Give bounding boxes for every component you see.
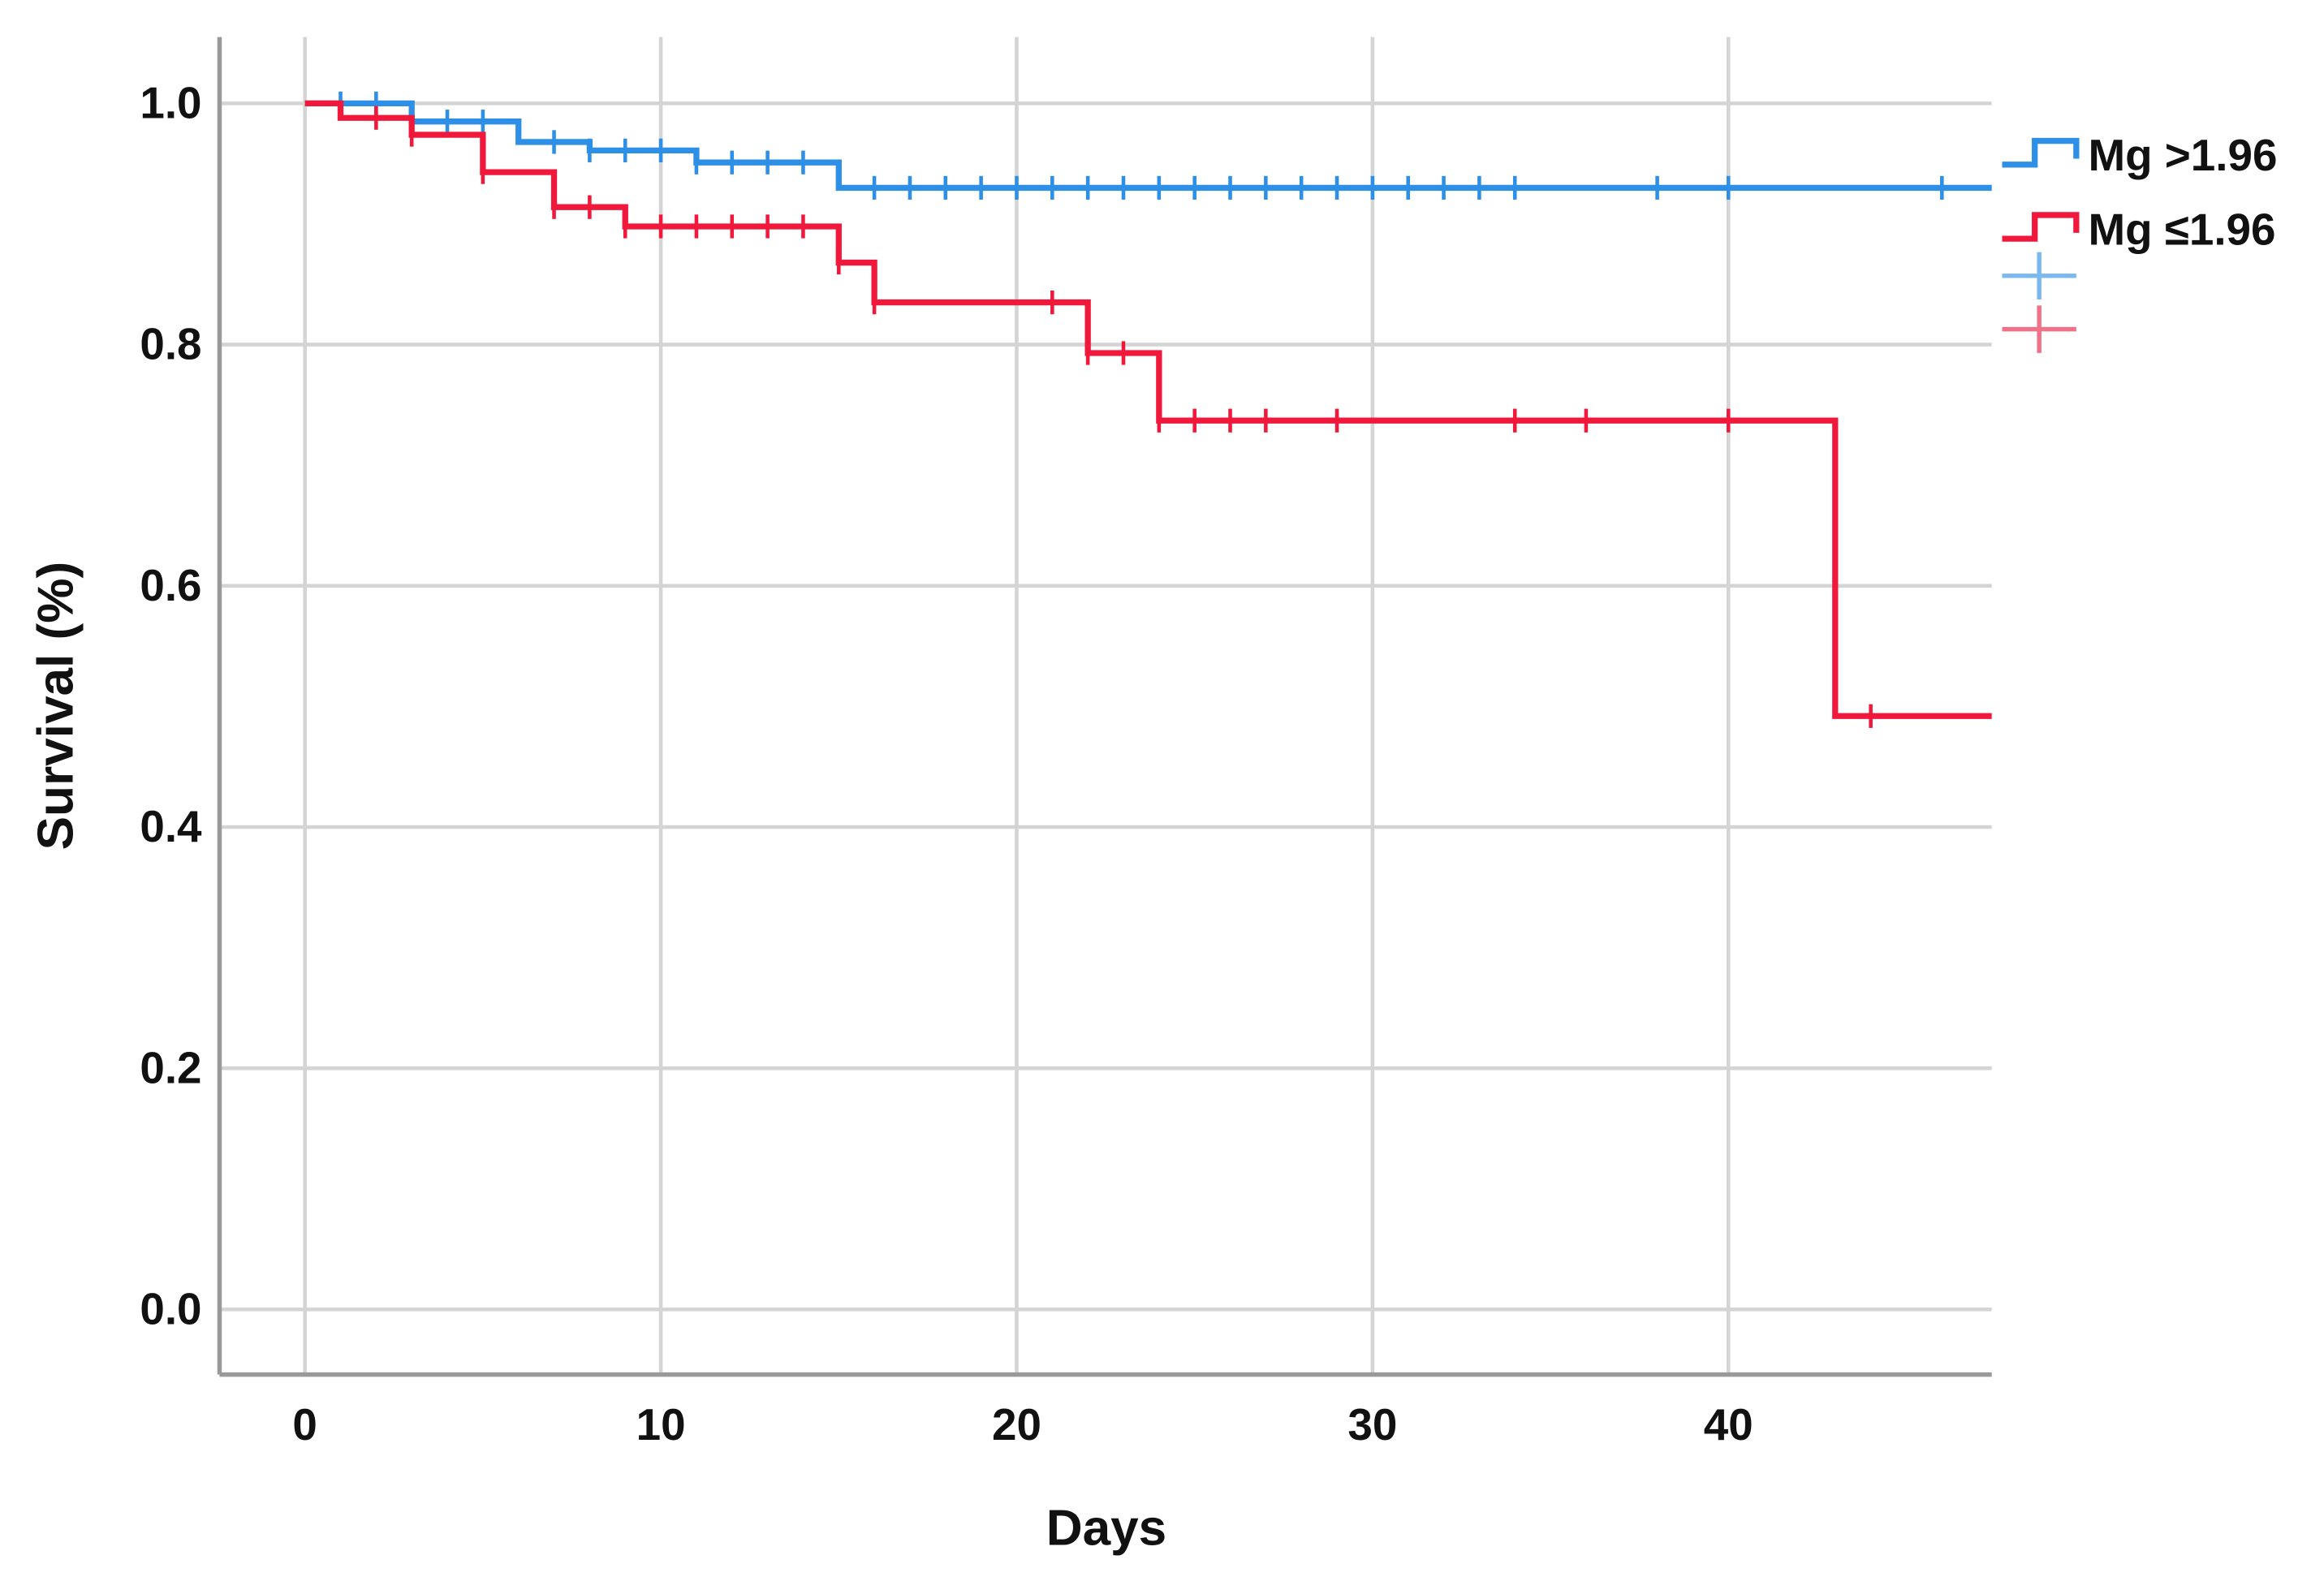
x-tick-label: 30 (1347, 1399, 1397, 1450)
y-tick-label: 0.0 (140, 1283, 201, 1333)
y-tick-label: 0.4 (140, 801, 202, 851)
grid (219, 37, 1992, 1375)
y-tick-label: 0.2 (140, 1042, 201, 1092)
legend-label: Mg >1.96 (2088, 130, 2277, 180)
x-tick-label: 10 (636, 1399, 686, 1450)
x-tick-label: 20 (992, 1399, 1041, 1450)
legend-swatch (2002, 137, 2080, 168)
x-axis-label: Days (1046, 1501, 1166, 1557)
survival-line (304, 100, 1992, 719)
x-tick-label: 40 (1704, 1399, 1753, 1450)
x-tick-label: 0 (292, 1399, 317, 1450)
legend-swatch (2002, 212, 2080, 242)
y-tick-label: 0.8 (140, 319, 201, 369)
legend-label: Mg ≤1.96 (2088, 204, 2275, 254)
y-axis-label: Survival (%) (28, 562, 84, 851)
y-tick-label: 1.0 (140, 78, 201, 128)
y-tick-label: 0.6 (140, 560, 201, 610)
legend-censor-icons (2002, 252, 2076, 353)
survival-line (304, 100, 1992, 192)
